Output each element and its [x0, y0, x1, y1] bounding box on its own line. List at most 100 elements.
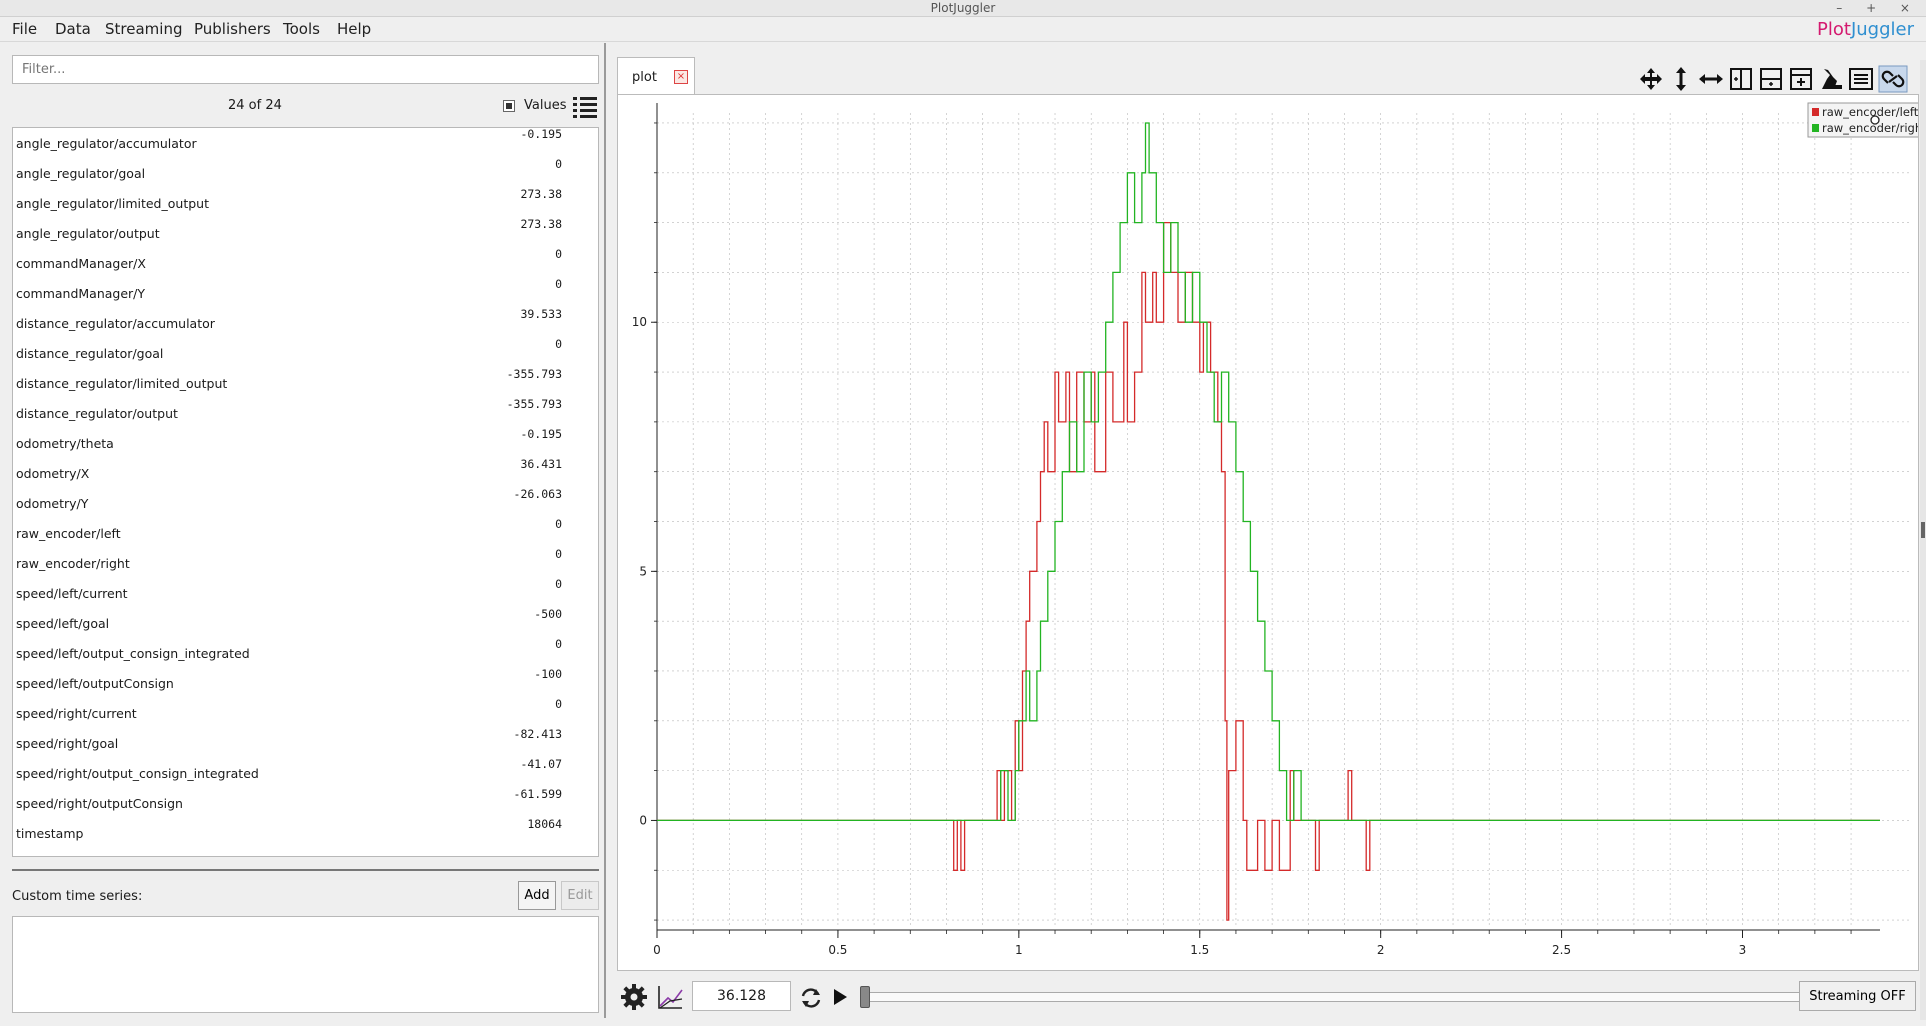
- list-item[interactable]: speed/left/outputConsign -100: [13, 667, 598, 698]
- series-name: speed/left/goal: [16, 616, 110, 631]
- menu-help[interactable]: Help: [337, 20, 372, 38]
- series-value: 39.533: [520, 307, 562, 321]
- list-item[interactable]: angle_regulator/output 273.38: [13, 217, 598, 248]
- gear-icon[interactable]: [620, 983, 648, 1011]
- series-value: -41.07: [520, 757, 562, 771]
- series-value: 0: [555, 247, 562, 261]
- series-name: speed/left/outputConsign: [16, 676, 174, 691]
- menu-tools[interactable]: Tools: [283, 20, 320, 38]
- window-controls[interactable]: – + ×: [1836, 1, 1920, 15]
- legend-swatch: [1812, 108, 1819, 116]
- time-value-field[interactable]: 36.128: [692, 981, 791, 1011]
- series-count: 24 of 24: [228, 98, 282, 113]
- plot-toolbar: [1638, 65, 1914, 95]
- series-value: 273.38: [520, 187, 562, 201]
- list-item[interactable]: speed/right/output_consign_integrated -41…: [13, 757, 598, 788]
- series-name: angle_regulator/accumulator: [16, 136, 197, 151]
- move-icon[interactable]: [1638, 65, 1664, 93]
- legend-entry[interactable]: raw_encoder/left: [1822, 105, 1918, 119]
- split-vertical-icon[interactable]: [1728, 65, 1754, 93]
- values-label: Values: [524, 98, 567, 113]
- list-item[interactable]: speed/left/goal -500: [13, 607, 598, 638]
- left-panel: 24 of 24 Values angle_regulator/accumula…: [0, 43, 610, 1026]
- list-item[interactable]: commandManager/X 0: [13, 247, 598, 278]
- series-name: distance_regulator/goal: [16, 346, 164, 361]
- list-item[interactable]: speed/left/current 0: [13, 577, 598, 608]
- legend-entry[interactable]: raw_encoder/right: [1822, 121, 1918, 135]
- clear-icon[interactable]: [1818, 65, 1844, 93]
- list-item[interactable]: angle_regulator/goal 0: [13, 157, 598, 188]
- list-item[interactable]: odometry/X 36.431: [13, 457, 598, 488]
- menu-data[interactable]: Data: [55, 20, 91, 38]
- bottom-bar: 36.128 Streaming OFF: [612, 977, 1926, 1017]
- custom-series-list[interactable]: [12, 916, 599, 1013]
- vertical-zoom-icon[interactable]: [1668, 65, 1694, 93]
- series-value: 273.38: [520, 217, 562, 231]
- time-slider[interactable]: [860, 992, 1906, 1002]
- series-value: 0: [555, 517, 562, 531]
- menu-streaming[interactable]: Streaming: [105, 20, 183, 38]
- series-name: odometry/theta: [16, 436, 114, 451]
- list-item[interactable]: distance_regulator/accumulator 39.533: [13, 307, 598, 338]
- chart-icon[interactable]: [656, 983, 684, 1011]
- app-logo: PlotJuggler: [1817, 19, 1914, 40]
- filter-input[interactable]: [12, 55, 599, 84]
- tab-plot-label: plot: [632, 70, 657, 85]
- legend-icon[interactable]: [1848, 65, 1874, 93]
- split-horizontal-icon[interactable]: [1758, 65, 1784, 93]
- series-value: -26.063: [513, 487, 562, 501]
- list-options-icon[interactable]: [572, 94, 598, 120]
- legend-swatch: [1812, 124, 1819, 132]
- tab-plot[interactable]: plot ×: [617, 57, 695, 94]
- menu-publishers[interactable]: Publishers: [194, 20, 271, 38]
- list-item[interactable]: angle_regulator/accumulator -0.195: [13, 128, 598, 158]
- panel-splitter[interactable]: [604, 43, 606, 1018]
- legend-handle[interactable]: [1870, 115, 1880, 125]
- list-item[interactable]: distance_regulator/limited_output -355.79…: [13, 367, 598, 398]
- legend-box[interactable]: [1807, 102, 1918, 138]
- series-value: -0.195: [520, 427, 562, 441]
- list-item[interactable]: speed/left/output_consign_integrated 0: [13, 637, 598, 668]
- list-item[interactable]: odometry/Y -26.063: [13, 487, 598, 518]
- series-value: 18064: [527, 817, 562, 831]
- list-item[interactable]: speed/right/outputConsign -61.599: [13, 787, 598, 818]
- play-icon[interactable]: [830, 986, 850, 1008]
- x-tick-label: 3: [1739, 943, 1747, 957]
- list-item[interactable]: commandManager/Y 0: [13, 277, 598, 308]
- list-item[interactable]: speed/right/current 0: [13, 697, 598, 728]
- plot-canvas[interactable]: 0 0.5 1 1.5 2 2.5 3 0 5 10 raw_encoder/left raw_enc…: [618, 95, 1918, 970]
- series-value: -61.599: [513, 787, 562, 801]
- add-custom-button[interactable]: Add: [518, 881, 556, 910]
- list-item[interactable]: angle_regulator/limited_output 273.38: [13, 187, 598, 218]
- horizontal-zoom-icon[interactable]: [1698, 65, 1724, 93]
- series-value: 0: [555, 157, 562, 171]
- series-value: 36.431: [520, 457, 562, 471]
- list-item[interactable]: timestamp 18064: [13, 817, 598, 848]
- series-value: 0: [555, 637, 562, 651]
- series-name: angle_regulator/limited_output: [16, 196, 209, 211]
- list-item[interactable]: speed/right/goal -82.413: [13, 727, 598, 758]
- add-plot-icon[interactable]: [1788, 65, 1814, 93]
- time-slider-handle[interactable]: [860, 986, 870, 1008]
- list-item[interactable]: raw_encoder/right 0: [13, 547, 598, 578]
- list-item[interactable]: distance_regulator/output -355.793: [13, 397, 598, 428]
- series-value: -355.793: [506, 397, 562, 411]
- series-value: 0: [555, 577, 562, 591]
- list-item[interactable]: raw_encoder/left 0: [13, 517, 598, 548]
- series-name: odometry/X: [16, 466, 90, 481]
- link-icon[interactable]: [1878, 65, 1908, 93]
- series-name: commandManager/X: [16, 256, 146, 271]
- window-edge-grip: [1920, 60, 1926, 1020]
- timeseries-list[interactable]: angle_regulator/accumulator -0.195 angle_r…: [12, 127, 599, 857]
- list-item[interactable]: odometry/theta -0.195: [13, 427, 598, 458]
- series-line-right: [657, 122, 1880, 822]
- loop-icon[interactable]: [798, 985, 824, 1011]
- panel-separator[interactable]: [12, 869, 599, 871]
- values-checkbox[interactable]: [503, 100, 515, 112]
- list-item[interactable]: distance_regulator/goal 0: [13, 337, 598, 368]
- close-tab-icon[interactable]: ×: [674, 70, 688, 84]
- menu-file[interactable]: File: [12, 20, 38, 38]
- plot-area[interactable]: [617, 94, 1919, 971]
- streaming-toggle-button[interactable]: Streaming OFF: [1799, 981, 1916, 1011]
- edit-custom-button[interactable]: Edit: [561, 881, 599, 910]
